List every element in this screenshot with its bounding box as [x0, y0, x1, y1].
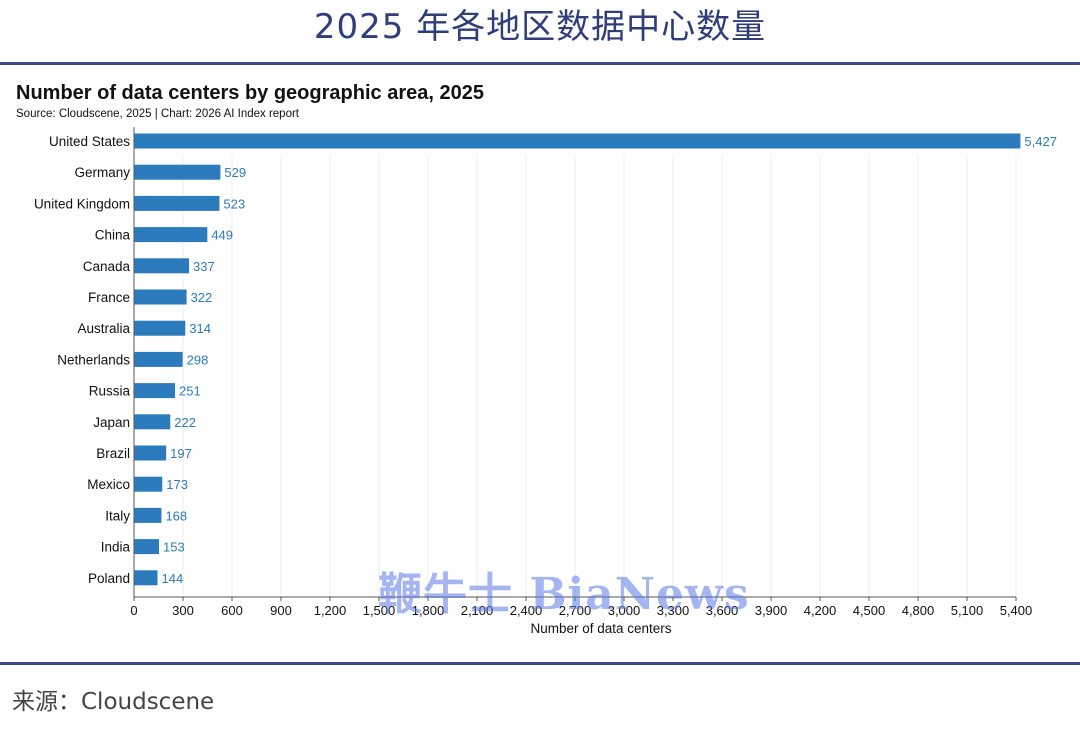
x-tick-label: 600 [221, 603, 243, 618]
x-tick-label: 900 [270, 603, 292, 618]
category-label: Russia [89, 384, 131, 399]
x-tick-label: 3,600 [706, 603, 739, 618]
source-note: 来源：Cloudscene [12, 689, 215, 715]
x-tick-label: 3,000 [608, 603, 641, 618]
category-label: Canada [83, 259, 131, 274]
x-axis-title: Number of data centers [530, 621, 671, 636]
data-label: 168 [165, 508, 187, 523]
chart-subtitle: Source: Cloudscene, 2025 | Chart: 2026 A… [16, 108, 299, 120]
x-tick-label: 3,900 [755, 603, 788, 618]
x-tick-label: 1,500 [363, 603, 396, 618]
bar [134, 507, 162, 523]
chart-title: Number of data centers by geographic are… [16, 82, 484, 104]
category-label: Japan [93, 415, 130, 430]
category-label: United States [49, 134, 130, 149]
x-tick-label: 300 [172, 603, 194, 618]
x-tick-label: 2,700 [559, 603, 592, 618]
bar [134, 320, 186, 336]
data-label: 251 [179, 384, 201, 399]
data-label: 314 [189, 321, 211, 336]
data-label: 5,427 [1024, 134, 1057, 149]
category-label: France [88, 290, 130, 305]
data-label: 173 [166, 477, 188, 492]
bar [134, 383, 175, 399]
bar [134, 351, 183, 367]
x-tick-label: 0 [130, 603, 137, 618]
category-label: Poland [88, 571, 130, 586]
category-label: Germany [74, 165, 130, 180]
data-label: 523 [223, 196, 245, 211]
x-tick-label: 1,200 [314, 603, 347, 618]
category-label: Brazil [96, 446, 130, 461]
data-label: 153 [163, 540, 185, 555]
data-label: 449 [211, 228, 233, 243]
page-title: 2025 年各地区数据中心数量 [313, 7, 767, 47]
data-label: 529 [224, 165, 246, 180]
bar [134, 164, 221, 180]
bar [134, 227, 208, 243]
data-label: 222 [174, 415, 196, 430]
top-divider [0, 62, 1080, 65]
bar [134, 258, 190, 274]
x-tick-label: 4,500 [853, 603, 886, 618]
category-label: Netherlands [57, 352, 130, 367]
category-label: United Kingdom [34, 196, 130, 211]
x-tick-label: 2,400 [510, 603, 543, 618]
bar [134, 476, 163, 492]
x-tick-label: 2,100 [461, 603, 494, 618]
category-label: China [95, 228, 131, 243]
bar [134, 289, 187, 305]
watermark-logo: 鞭牛士 BiaNews [378, 569, 750, 620]
x-tick-label: 1,800 [412, 603, 445, 618]
data-label: 298 [187, 352, 209, 367]
data-label: 337 [193, 259, 215, 274]
data-label: 144 [162, 571, 184, 586]
bar [134, 195, 220, 211]
x-tick-label: 5,400 [1000, 603, 1033, 618]
bar [134, 133, 1021, 149]
category-label: Australia [77, 321, 130, 336]
bar [134, 570, 158, 586]
bar [134, 414, 171, 430]
bar [134, 445, 167, 461]
x-tick-label: 5,100 [951, 603, 984, 618]
x-tick-label: 4,800 [902, 603, 935, 618]
category-label: Mexico [87, 477, 130, 492]
x-tick-label: 3,300 [657, 603, 690, 618]
data-label: 197 [170, 446, 192, 461]
bar-chart: United States 5,427 Germany 529 United Kingd… [34, 127, 1057, 636]
bottom-divider [0, 662, 1080, 665]
category-label: Italy [105, 508, 130, 523]
data-label: 322 [191, 290, 213, 305]
bar [134, 539, 159, 555]
category-label: India [101, 540, 131, 555]
x-tick-label: 4,200 [804, 603, 837, 618]
